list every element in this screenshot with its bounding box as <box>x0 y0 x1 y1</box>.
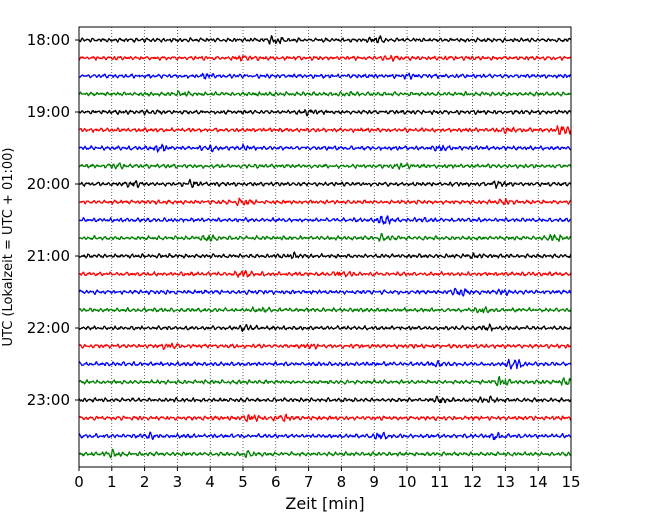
x-axis-ticks: 0 1 2 3 4 5 6 7 8 9 10 11 12 13 14 15 <box>74 467 581 491</box>
trace-2245 <box>78 375 572 387</box>
trace-2345 <box>78 448 572 459</box>
x-tick-label: 8 <box>337 473 347 491</box>
x-tick-label: 0 <box>74 473 84 491</box>
vertical-grid <box>111 27 539 467</box>
trace-2200 <box>78 323 572 333</box>
y-tick-label: 23:00 <box>27 391 70 409</box>
trace-2030 <box>78 215 572 225</box>
x-tick-label: 6 <box>271 473 281 491</box>
trace-2145 <box>78 306 572 314</box>
y-axis-ticks: 18:00 19:00 20:00 21:00 22:00 23:00 <box>27 31 79 409</box>
trace-2100 <box>78 251 572 260</box>
trace-1815 <box>78 54 572 62</box>
trace-2230 <box>78 358 572 370</box>
y-tick-label: 19:00 <box>27 103 70 121</box>
x-tick-label: 13 <box>496 473 515 491</box>
x-tick-label: 3 <box>173 473 183 491</box>
plot-frame <box>78 26 572 468</box>
x-tick-label: 15 <box>561 473 580 491</box>
trace-1830 <box>78 72 572 80</box>
x-tick-label: 14 <box>529 473 548 491</box>
x-tick-label: 5 <box>238 473 248 491</box>
trace-2215 <box>78 342 572 350</box>
trace-1800 <box>78 35 572 45</box>
trace-2045 <box>78 232 572 242</box>
trace-2130 <box>78 287 572 297</box>
x-tick-label: 11 <box>430 473 449 491</box>
x-tick-label: 9 <box>369 473 379 491</box>
x-axis-label: Zeit [min] <box>285 494 364 513</box>
trace-2330 <box>78 431 572 441</box>
y-tick-label: 21:00 <box>27 247 70 265</box>
y-tick-label: 18:00 <box>27 31 70 49</box>
trace-2300 <box>78 395 572 404</box>
x-tick-label: 2 <box>140 473 150 491</box>
trace-2315 <box>78 413 572 423</box>
x-tick-label: 12 <box>463 473 482 491</box>
x-tick-label: 10 <box>397 473 416 491</box>
x-tick-label: 1 <box>107 473 117 491</box>
y-tick-label: 20:00 <box>27 175 70 193</box>
trace-1845 <box>78 90 572 97</box>
trace-1915 <box>78 125 572 136</box>
trace-2000 <box>78 178 572 189</box>
trace-1900 <box>78 109 572 117</box>
x-tick-label: 7 <box>304 473 314 491</box>
x-tick-label: 4 <box>205 473 215 491</box>
trace-2115 <box>78 269 572 278</box>
trace-2015 <box>78 197 572 207</box>
trace-1930 <box>78 143 572 153</box>
trace-1945 <box>78 162 572 170</box>
y-tick-label: 22:00 <box>27 319 70 337</box>
seismogram-traces <box>78 35 572 459</box>
y-axis-label: UTC (Lokalzeit = UTC + 01:00) <box>1 148 16 347</box>
